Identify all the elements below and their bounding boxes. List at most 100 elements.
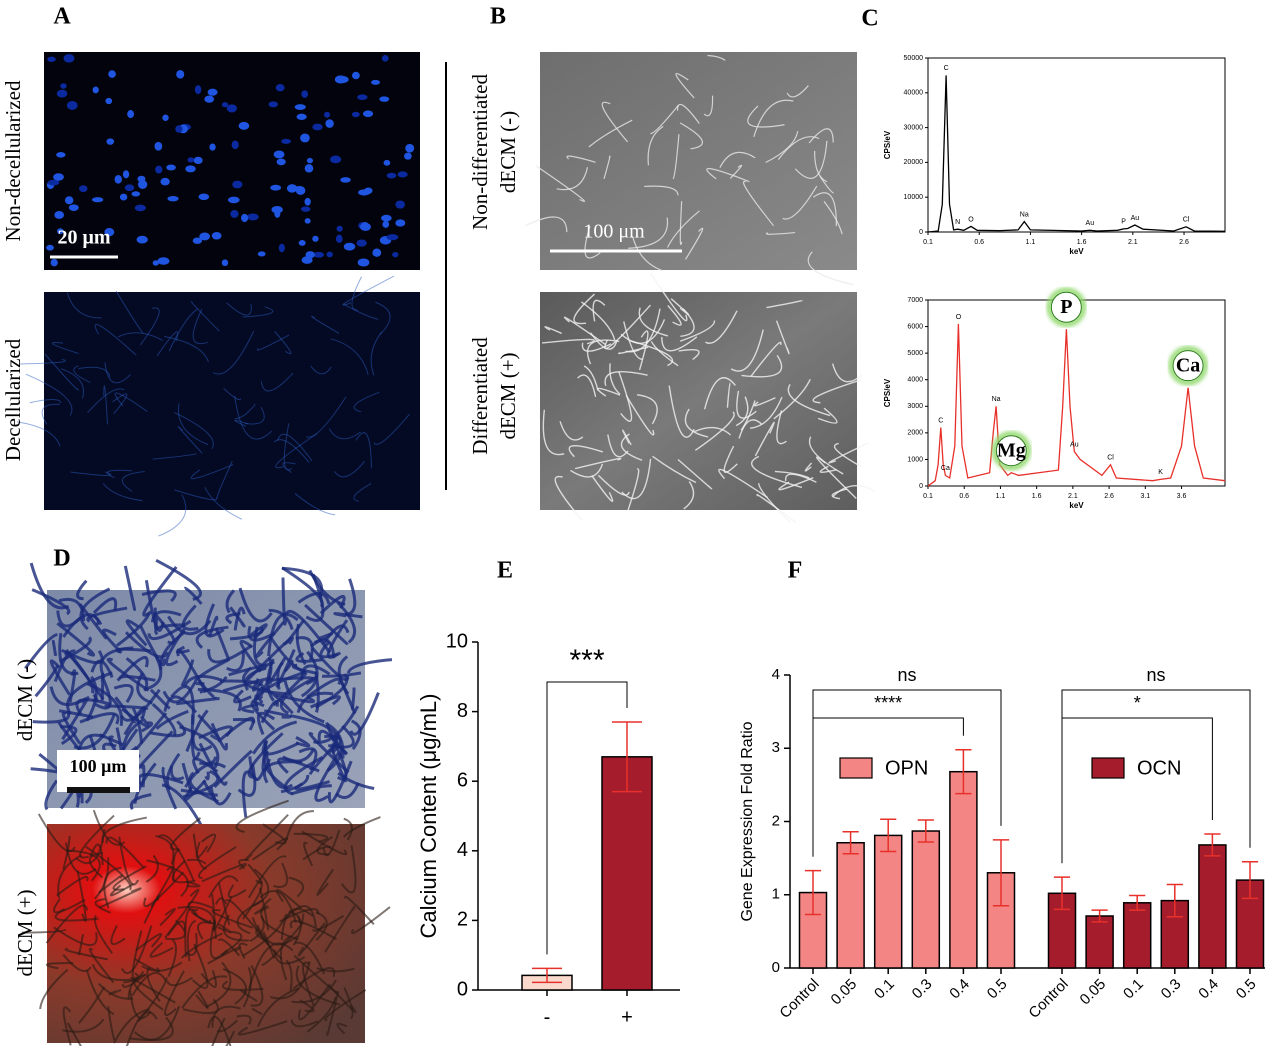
texture: [102, 483, 143, 502]
panel-label: B: [490, 4, 506, 30]
texture: [591, 475, 614, 502]
texture: [66, 849, 101, 882]
texture: [300, 650, 319, 698]
texture: [56, 610, 82, 628]
nucleus: [395, 219, 406, 227]
nucleus: [247, 213, 259, 221]
x-tick-label: 0.1: [1120, 976, 1147, 1003]
nucleus: [211, 232, 222, 240]
texture: [273, 949, 306, 965]
texture: [139, 625, 166, 667]
texture: [204, 771, 210, 781]
error-bar: [804, 869, 822, 916]
texture: [636, 394, 658, 425]
texture: [340, 845, 357, 894]
peak-label: P: [1121, 219, 1126, 226]
nucleus: [386, 172, 397, 179]
texture: [39, 968, 69, 1010]
texture: [62, 1006, 72, 1046]
texture: [308, 741, 338, 776]
texture: [251, 1007, 263, 1015]
nucleus: [281, 138, 291, 144]
texture: [775, 320, 790, 355]
texture: [123, 565, 137, 611]
texture: [186, 858, 207, 865]
y-tick-label: 3: [772, 739, 780, 756]
texture: [644, 185, 679, 196]
texture: [64, 650, 105, 700]
texture: [192, 308, 208, 345]
image-label: Differentiated: [468, 337, 492, 455]
texture: [244, 406, 265, 425]
texture: [76, 870, 87, 922]
nucleus: [105, 97, 113, 105]
texture: [342, 816, 381, 838]
nucleus: [273, 150, 285, 159]
texture: [554, 475, 583, 521]
y-tick-label: 0: [919, 229, 923, 236]
texture: [133, 1005, 181, 1041]
scale-label: 100 μm: [70, 756, 127, 776]
texture: [703, 95, 714, 117]
texture: [586, 339, 620, 365]
nucleus: [325, 119, 334, 128]
texture: [308, 569, 346, 606]
nucleus: [381, 214, 392, 222]
significance-label: ****: [874, 693, 902, 713]
texture: [773, 378, 811, 420]
bar: [911, 830, 941, 969]
texture: [242, 666, 287, 696]
texture: [326, 619, 349, 659]
texture: [306, 996, 337, 1033]
texture: [337, 771, 375, 791]
texture: [786, 85, 809, 98]
nucleus: [122, 170, 130, 179]
texture: [776, 410, 787, 445]
texture: [679, 122, 703, 150]
texture: [267, 613, 299, 657]
nucleus: [397, 171, 408, 178]
texture: [151, 702, 177, 737]
texture: [45, 904, 89, 944]
texture: [254, 694, 264, 712]
texture: [112, 865, 147, 891]
texture: [326, 992, 339, 1036]
nucleus: [114, 175, 122, 184]
texture: [247, 863, 263, 885]
texture: [31, 588, 71, 616]
nucleus: [209, 143, 216, 151]
texture: [248, 756, 266, 781]
peak-label: O: [968, 216, 974, 223]
significance-label: ***: [569, 644, 604, 677]
texture: [217, 938, 241, 957]
texture: [242, 306, 274, 318]
texture: [622, 429, 632, 446]
texture: [282, 462, 296, 473]
nucleus: [379, 96, 390, 102]
texture: [311, 315, 340, 334]
peak-label: Cl: [1107, 455, 1114, 462]
peak-label: Mg: [997, 439, 1026, 461]
bar: [873, 834, 903, 969]
highlight-ring: [995, 435, 1027, 467]
texture: [283, 423, 293, 471]
texture: [277, 433, 313, 462]
texture: [316, 868, 334, 896]
nucleus: [221, 102, 229, 108]
texture: [204, 487, 243, 520]
nucleus: [268, 101, 278, 108]
scale-box: [57, 750, 139, 792]
texture: [292, 967, 336, 990]
texture: [149, 941, 174, 958]
nucleus: [295, 186, 306, 195]
texture: [49, 686, 88, 707]
texture: [110, 925, 126, 946]
y-tick-label: 2: [457, 909, 468, 931]
texture: [738, 419, 763, 439]
texture: [207, 1015, 232, 1047]
nucleus: [301, 256, 313, 264]
texture: [129, 1016, 174, 1042]
panel-label: D: [53, 546, 70, 572]
texture: [98, 887, 142, 909]
texture: [308, 732, 350, 774]
